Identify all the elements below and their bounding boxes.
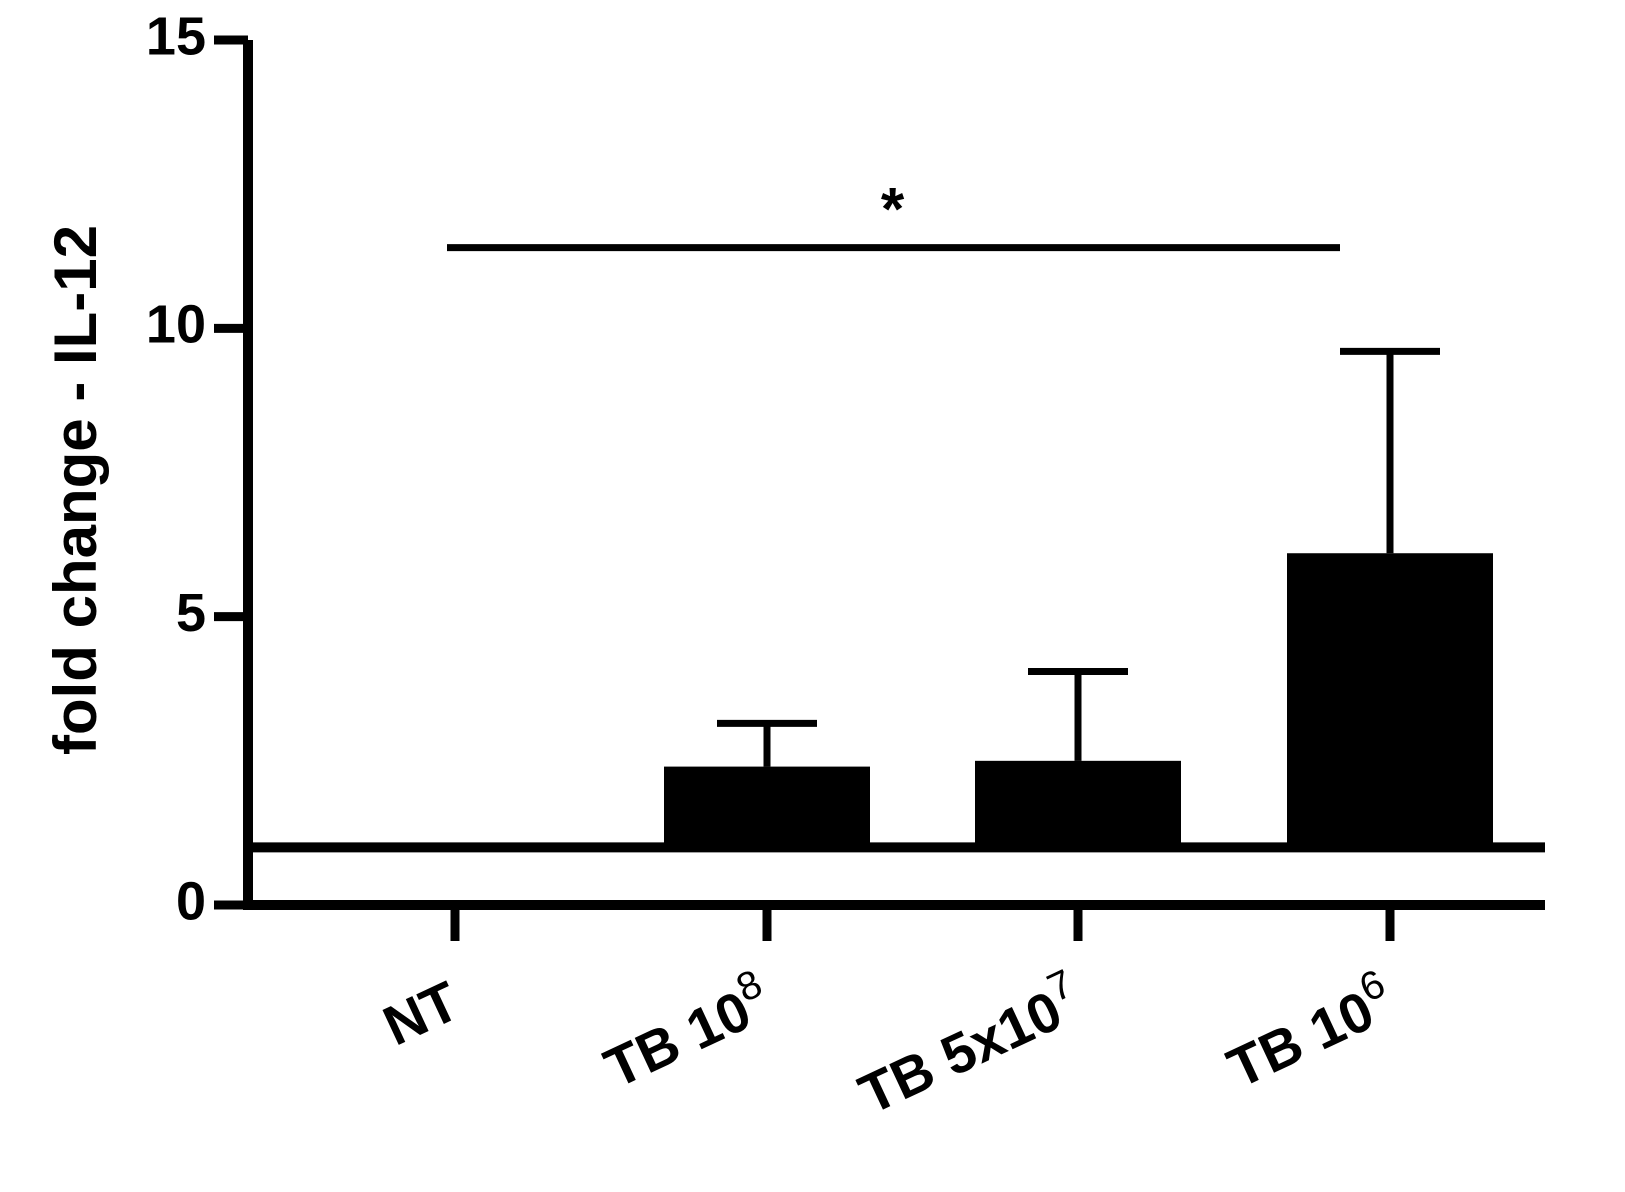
y-tick-label: 15 bbox=[146, 6, 206, 66]
x-tick-label: TB 106 bbox=[1215, 962, 1403, 1100]
y-tick-label: 10 bbox=[146, 295, 206, 355]
y-axis-label: fold change - IL-12 bbox=[42, 225, 109, 755]
y-tick-label: 0 bbox=[176, 871, 206, 931]
significance-annotation: * bbox=[447, 176, 1340, 252]
x-tick-label: TB 108 bbox=[592, 962, 780, 1100]
error-bars bbox=[717, 347, 1440, 767]
x-tick-label: NT bbox=[374, 969, 468, 1058]
x-axis: NT TB 108 TB 5x107 TB 106 bbox=[243, 900, 1545, 1127]
significance-star: * bbox=[881, 176, 905, 243]
x-tick-label: TB 5x107 bbox=[846, 962, 1091, 1127]
y-tick-label: 5 bbox=[176, 583, 206, 643]
bar bbox=[975, 760, 1181, 848]
bar bbox=[664, 766, 870, 848]
y-axis: 0 5 10 15 bbox=[146, 6, 253, 931]
bars bbox=[248, 553, 1545, 853]
bar bbox=[1287, 553, 1493, 848]
